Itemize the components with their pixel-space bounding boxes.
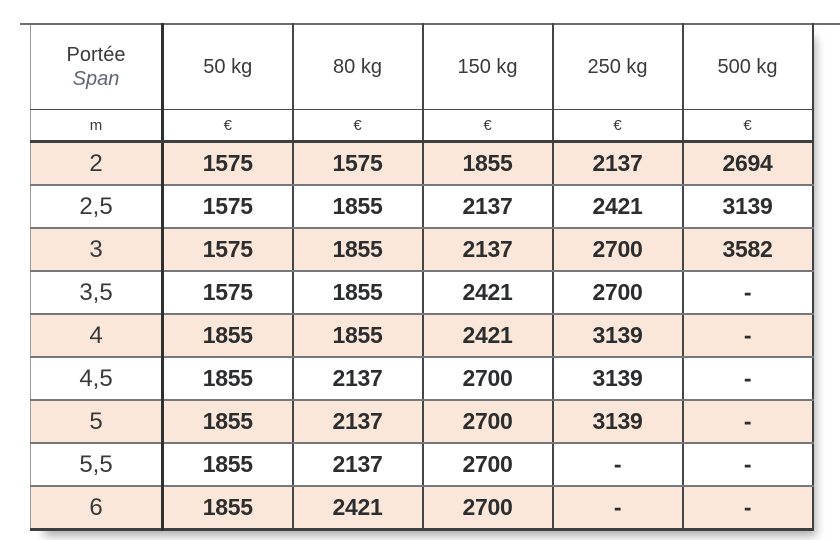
table-row: 2,5 1575 1855 2137 2421 3139 [30,185,813,229]
weight-header-cell: 150 kg [421,24,553,110]
price-cell: 1855 [291,314,423,358]
price-cell: 2137 [551,141,683,186]
table-row: 3 1575 1855 2137 2700 3582 [30,228,813,272]
price-cell: - [551,443,683,487]
price-cell: 1575 [161,271,293,315]
header-row-weights: Portée Span 50 kg 80 kg 150 kg 250 kg 50… [30,24,813,110]
table-row: 3,5 1575 1855 2421 2700- [30,271,813,315]
span-header-cell: Portée Span [30,24,163,110]
price-cell: 1855 [161,357,293,401]
price-cell: 1855 [161,443,293,487]
price-cell: - [681,314,813,358]
price-cell: 2137 [291,357,423,401]
table-row: 2 1575 1575 1855 2137 2694 [30,141,813,186]
table-row: 6 1855 2421 2700- - [30,486,813,530]
price-table-container: Portée Span 50 kg 80 kg 150 kg 250 kg 50… [30,23,814,531]
price-cell: 2137 [421,185,553,229]
price-cell: 1855 [291,271,423,315]
price-cell: 2700 [551,271,683,315]
price-cell: 3139 [551,314,683,358]
price-cell: 3139 [551,357,683,401]
span-cell: 5 [30,400,163,444]
price-cell: 1855 [161,486,293,530]
header-row-units: m € € € € € [30,109,813,143]
price-cell: 1855 [421,141,553,186]
price-cell: 2700 [421,400,553,444]
price-cell: 1855 [291,228,423,272]
price-cell: 2700 [551,228,683,272]
price-cell: 1575 [161,185,293,229]
unit-cell: € [421,109,553,143]
span-cell: 6 [30,486,163,530]
price-cell: 2137 [421,228,553,272]
span-cell: 4,5 [30,357,163,401]
table-row: 5,5 1855 2137 2700- - [30,443,813,487]
price-cell: 1575 [291,141,423,186]
span-cell: 5,5 [30,443,163,487]
span-cell: 2,5 [30,185,163,229]
price-cell: - [681,486,813,530]
price-cell: 2694 [681,141,813,186]
weight-header-cell: 50 kg [161,24,293,110]
span-cell: 3 [30,228,163,272]
price-cell: - [681,443,813,487]
price-cell: 2700 [421,443,553,487]
price-cell: 2137 [291,443,423,487]
unit-cell: € [161,109,293,143]
weight-header-cell: 500 kg [681,24,813,110]
span-label: Span [72,68,120,90]
price-cell: - [681,357,813,401]
table-body: 2 1575 1575 1855 2137 2694 2,5 1575 1855 2137 2421… [30,141,813,530]
unit-cell: € [291,109,423,143]
price-cell: 2421 [291,486,423,530]
price-cell: 2421 [421,314,553,358]
price-cell: 1575 [161,141,293,186]
price-cell: - [551,486,683,530]
unit-cell: € [681,109,813,143]
price-cell: 2421 [551,185,683,229]
price-cell: 3139 [681,185,813,229]
price-cell: 1575 [161,228,293,272]
table-row: 5 1855 2137 2700 3139- [30,400,813,444]
table-row: 4 1855 1855 2421 3139- [30,314,813,358]
unit-cell: € [551,109,683,143]
price-cell: - [681,400,813,444]
span-cell: 4 [30,314,163,358]
portee-label: Portée [66,44,126,66]
price-cell: 2137 [291,400,423,444]
weight-header-cell: 80 kg [291,24,423,110]
price-cell: 2700 [421,486,553,530]
table-row: 4,5 1855 2137 2700 3139- [30,357,813,401]
price-cell: 3139 [551,400,683,444]
price-cell: 2421 [421,271,553,315]
price-cell: - [681,271,813,315]
price-cell: 1855 [161,400,293,444]
price-cell: 1855 [291,185,423,229]
unit-cell: m [30,109,163,143]
span-cell: 3,5 [30,271,163,315]
price-table: Portée Span 50 kg 80 kg 150 kg 250 kg 50… [30,23,814,531]
price-cell: 1855 [161,314,293,358]
price-cell: 2700 [421,357,553,401]
price-cell: 3582 [681,228,813,272]
span-cell: 2 [30,141,163,186]
weight-header-cell: 250 kg [551,24,683,110]
